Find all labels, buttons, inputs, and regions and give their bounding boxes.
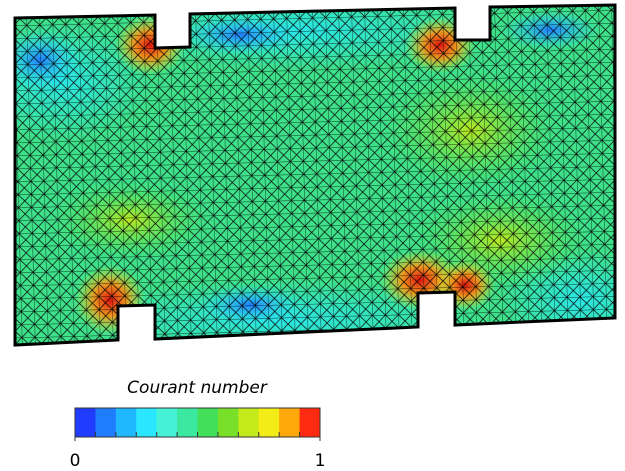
colorbar-segment bbox=[157, 408, 178, 437]
colorbar-segment bbox=[279, 408, 300, 437]
colorbar-segment bbox=[75, 408, 96, 437]
colorbar-segment bbox=[300, 408, 321, 437]
mesh-field bbox=[0, 0, 625, 360]
colorbar-segment bbox=[198, 408, 219, 437]
colorbar-segment bbox=[116, 408, 137, 437]
colorbar-title: Courant number bbox=[127, 378, 268, 398]
figure: Courant number 01 bbox=[0, 0, 625, 471]
colorbar-segment bbox=[177, 408, 198, 437]
colorbar-segment bbox=[259, 408, 280, 437]
colorbar-segment bbox=[238, 408, 259, 437]
colorbar-segment bbox=[95, 408, 116, 437]
colorbar-segment bbox=[136, 408, 157, 437]
colorbar-segment bbox=[218, 408, 239, 437]
colorbar-tick-label: 0 bbox=[70, 451, 81, 471]
colorbar-tick-label: 1 bbox=[315, 451, 326, 471]
